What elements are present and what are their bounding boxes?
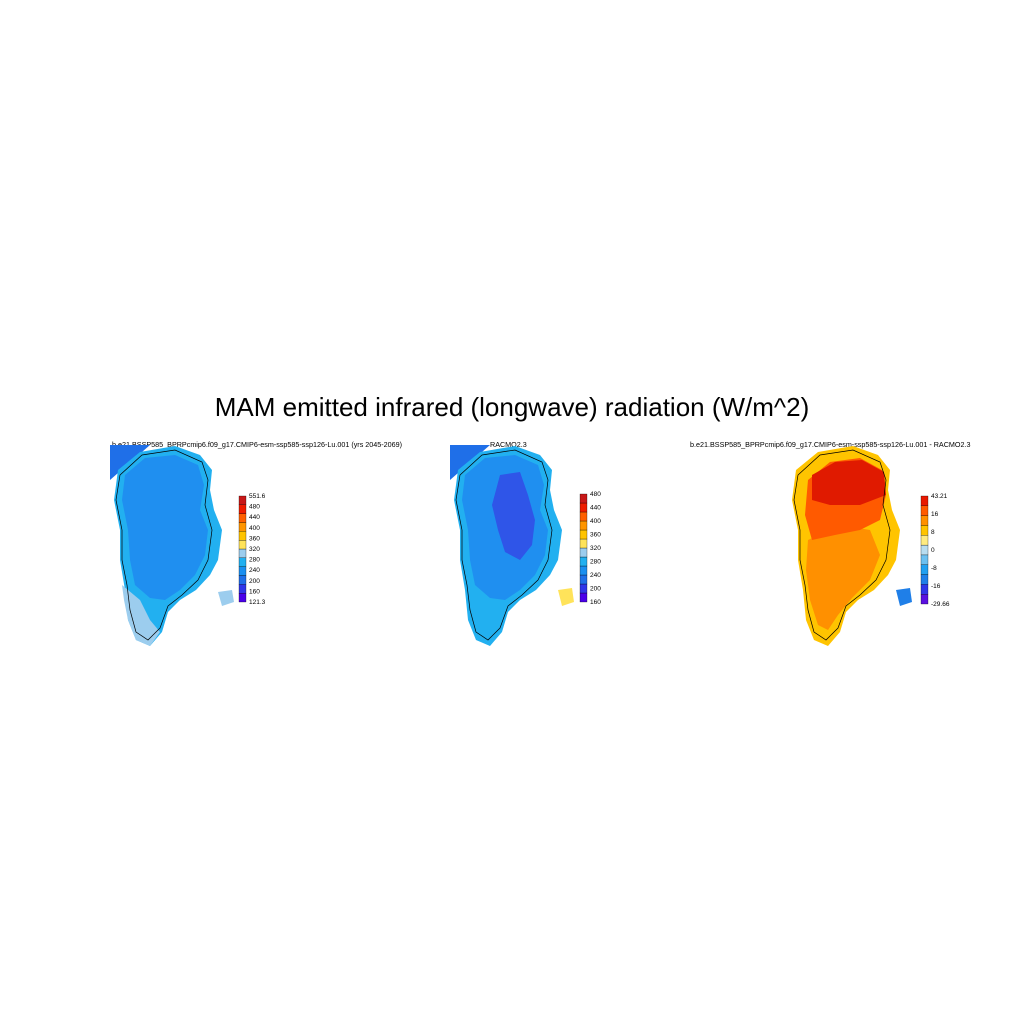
colorbar-label: 280 bbox=[249, 557, 260, 564]
panel-1-colorbar: 121.3 160 200 240 280 320 360 400 440 480 551.6 bbox=[238, 493, 266, 606]
colorbar-box bbox=[238, 504, 247, 514]
colorbar-box bbox=[579, 583, 588, 594]
panel-1-title: b.e21.BSSP585_BPRPcmip6.f09_g17.CMIP6-es… bbox=[112, 440, 403, 449]
colorbar-box bbox=[238, 531, 247, 541]
colorbar-box bbox=[579, 538, 588, 549]
colorbar-box bbox=[579, 511, 588, 522]
colorbar-label: 551.6 bbox=[249, 493, 266, 500]
colorbar-box bbox=[579, 574, 588, 585]
colorbar-label: 8 bbox=[931, 529, 935, 536]
panel-1-coastline bbox=[115, 449, 213, 641]
panel-1-island bbox=[218, 590, 234, 606]
colorbar-box bbox=[238, 557, 247, 567]
colorbar-box bbox=[920, 554, 929, 565]
colorbar-label: 400 bbox=[249, 525, 260, 532]
colorbar-box bbox=[920, 584, 929, 595]
panel-2-colorbar: 160 200 240 280 320 360 400 440 480 bbox=[579, 491, 601, 606]
panel-2-greenland-center bbox=[492, 472, 535, 560]
colorbar-box bbox=[920, 515, 929, 526]
colorbar-label: 480 bbox=[590, 491, 601, 498]
colorbar-box bbox=[920, 535, 929, 546]
colorbar-box bbox=[920, 574, 929, 585]
panel-3-coastline bbox=[793, 449, 891, 641]
colorbar-box bbox=[238, 593, 247, 603]
colorbar-label: 200 bbox=[590, 586, 601, 593]
colorbar-label: 320 bbox=[249, 546, 260, 553]
colorbar-box bbox=[920, 594, 929, 605]
colorbar-box bbox=[238, 548, 247, 558]
panel-3-greenland-south bbox=[806, 525, 880, 630]
panel-2-title: RACMO2.3 bbox=[490, 440, 527, 449]
panel-3-greenland-north bbox=[812, 460, 886, 505]
colorbar-box bbox=[920, 525, 929, 536]
panel-1-greenland-coast bbox=[122, 585, 160, 646]
colorbar-label: 0 bbox=[931, 547, 935, 554]
colorbar-box bbox=[579, 529, 588, 540]
colorbar-label: 480 bbox=[249, 504, 260, 511]
colorbar-box bbox=[238, 540, 247, 550]
panel-3-colorbar: -29.66 -16 -8 0 8 16 43.21 bbox=[920, 493, 950, 608]
colorbar-box bbox=[238, 566, 247, 576]
colorbar-label: 16 bbox=[931, 511, 939, 518]
colorbar-label: 320 bbox=[590, 545, 601, 552]
panel-3-map bbox=[792, 446, 912, 646]
colorbar-label: 43.21 bbox=[931, 493, 948, 500]
colorbar-label: -29.66 bbox=[931, 601, 950, 608]
panel-2-coastline bbox=[455, 449, 553, 641]
colorbar-label: 200 bbox=[249, 578, 260, 585]
figure-title: MAM emitted infrared (longwave) radiatio… bbox=[214, 392, 810, 422]
colorbar-box bbox=[579, 493, 588, 504]
colorbar-box bbox=[238, 495, 247, 505]
panel-3-title: b.e21.BSSP585_BPRPcmip6.f09_g17.CMIP6-es… bbox=[690, 440, 971, 449]
colorbar-box bbox=[238, 575, 247, 585]
colorbar-box bbox=[238, 584, 247, 594]
colorbar-box bbox=[920, 495, 929, 506]
colorbar-box bbox=[920, 505, 929, 516]
colorbar-label: 360 bbox=[590, 532, 601, 539]
panel-1-greenland-main bbox=[122, 455, 208, 600]
panel-2-map bbox=[450, 445, 574, 646]
colorbar-box bbox=[238, 513, 247, 523]
panel-1-map bbox=[110, 445, 234, 646]
colorbar-box bbox=[238, 522, 247, 532]
colorbar-label: 360 bbox=[249, 535, 260, 542]
panel-3-island bbox=[896, 588, 912, 606]
colorbar-label: -8 bbox=[931, 565, 937, 572]
colorbar-box bbox=[920, 544, 929, 556]
panel-2-island bbox=[558, 588, 574, 606]
colorbar-label: -16 bbox=[931, 583, 941, 590]
colorbar-box bbox=[579, 502, 588, 513]
colorbar-label: 121.3 bbox=[249, 599, 266, 606]
colorbar-label: 160 bbox=[590, 599, 601, 606]
colorbar-box bbox=[920, 564, 929, 575]
colorbar-label: 160 bbox=[249, 588, 260, 595]
colorbar-label: 400 bbox=[590, 518, 601, 525]
colorbar-box bbox=[579, 547, 588, 558]
colorbar-box bbox=[579, 556, 588, 567]
colorbar-label: 280 bbox=[590, 559, 601, 566]
colorbar-label: 240 bbox=[590, 572, 601, 579]
colorbar-label: 240 bbox=[249, 567, 260, 574]
colorbar-box bbox=[579, 520, 588, 531]
colorbar-label: 440 bbox=[590, 505, 601, 512]
colorbar-label: 440 bbox=[249, 514, 260, 521]
colorbar-box bbox=[579, 565, 588, 576]
colorbar-box bbox=[579, 592, 588, 603]
